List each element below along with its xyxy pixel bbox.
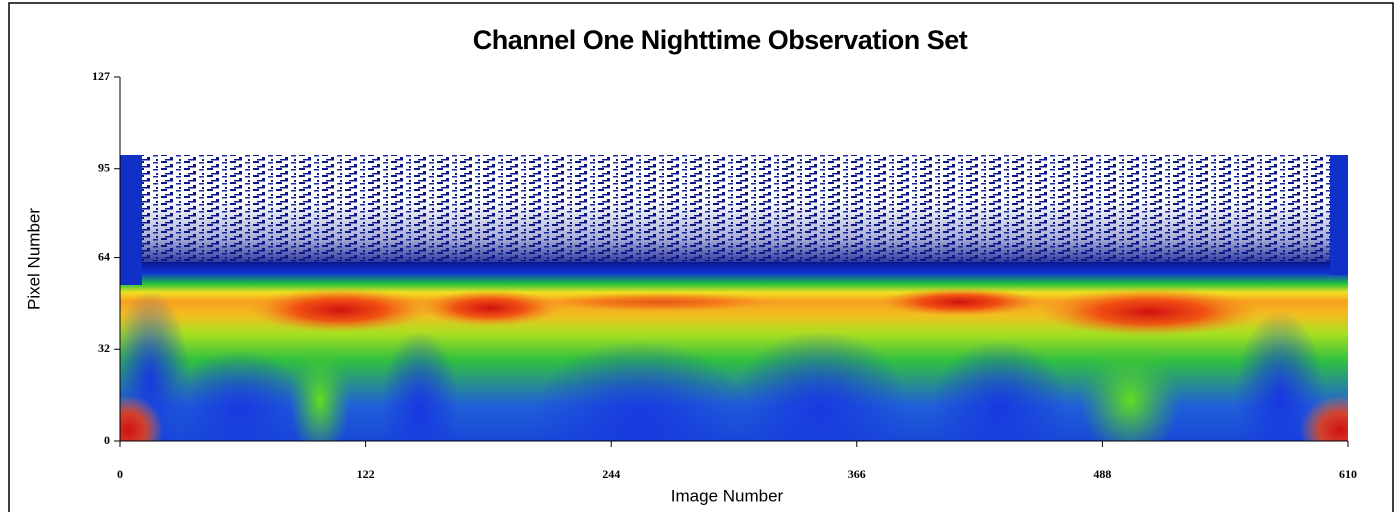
- y-tick-label: 0: [104, 433, 110, 447]
- x-tick-label: 122: [357, 467, 375, 481]
- x-tick-label: 244: [602, 467, 620, 481]
- x-tick-label: 0: [117, 467, 123, 481]
- x-tick-label: 610: [1339, 467, 1357, 481]
- y-tick-label: 95: [98, 160, 110, 174]
- frame: [8, 2, 1394, 512]
- y-tick-label: 127: [92, 69, 110, 83]
- y-tick-label: 64: [98, 249, 110, 263]
- x-tick-label: 366: [848, 467, 866, 481]
- heatmap-image: [120, 155, 1348, 441]
- x-axis-title: Image Number: [671, 486, 784, 505]
- y-tick-label: 32: [98, 341, 110, 355]
- chart-title: Channel One Nighttime Observation Set: [473, 25, 968, 55]
- y-axis-title: Pixel Number: [24, 208, 43, 310]
- x-tick-label: 488: [1093, 467, 1111, 481]
